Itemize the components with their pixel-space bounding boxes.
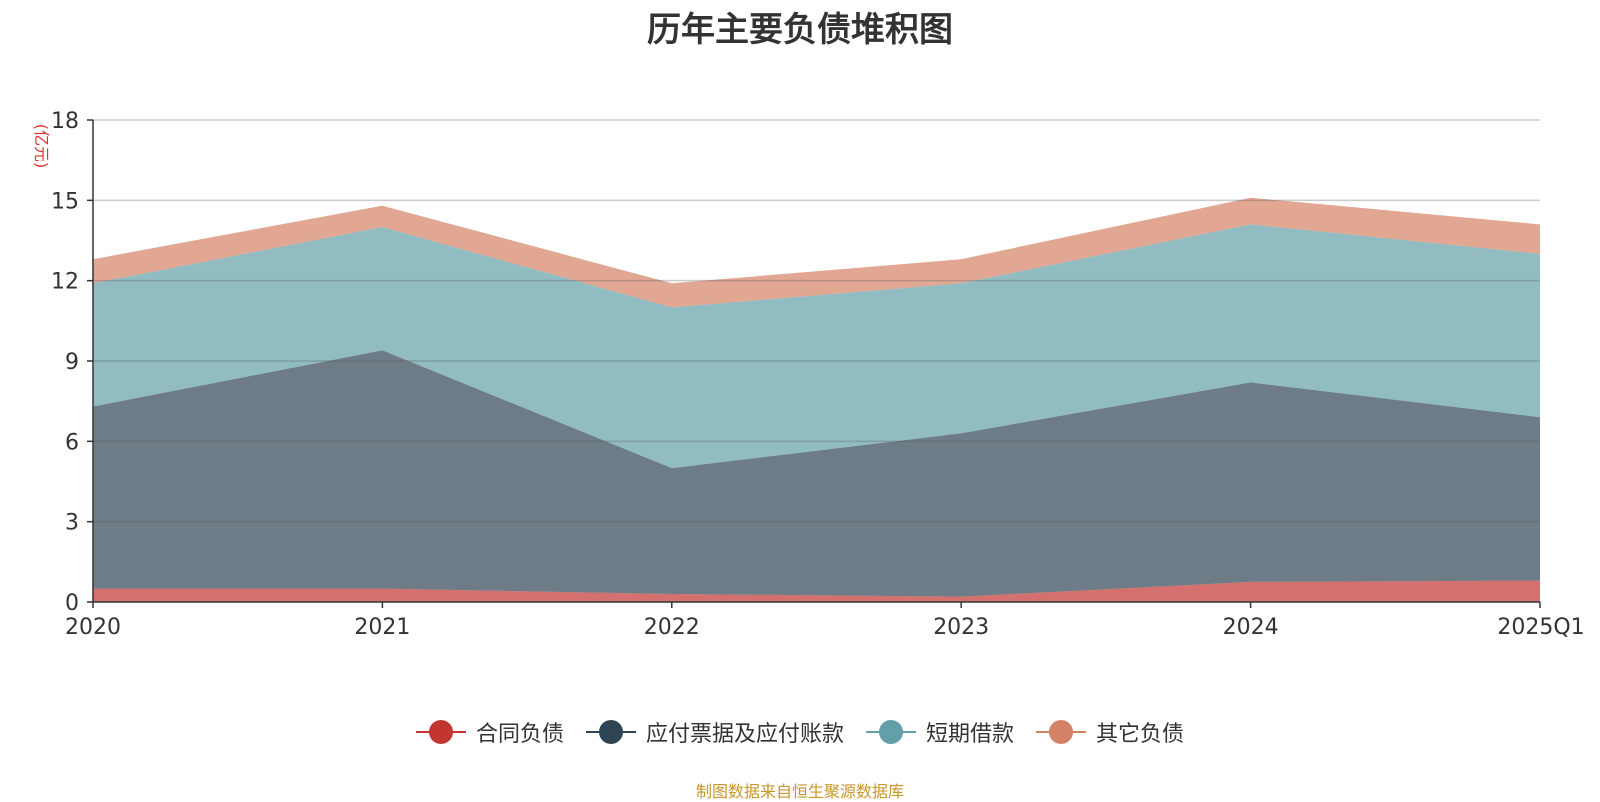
legend-marker-icon <box>866 720 916 744</box>
area-series-4 <box>93 197 1540 308</box>
area-series-3 <box>93 224 1540 469</box>
chart-title: 历年主要负债堆积图 <box>647 10 953 50</box>
area-series-1 <box>93 580 1540 602</box>
y-tick-label: 12 <box>51 270 79 295</box>
x-tick-label: 2023 <box>933 615 989 640</box>
legend-label: 应付票据及应付账款 <box>645 722 844 747</box>
x-tick-label: 2021 <box>354 615 410 640</box>
x-tick-label: 2022 <box>644 615 700 640</box>
chart-legend: 合同负债 应付票据及应付账款 短期借款 其它负债 <box>0 716 1600 748</box>
legend-label: 其它负债 <box>1096 722 1185 747</box>
x-tick-label: 2020 <box>65 615 121 640</box>
legend-item[interactable]: 短期借款 <box>866 716 1014 748</box>
y-axis-unit-label: (亿元) <box>32 124 51 169</box>
y-tick-label: 0 <box>65 591 79 616</box>
area-series-2 <box>93 350 1540 597</box>
y-tick-label: 6 <box>65 430 79 455</box>
source-note: 制图数据来自恒生聚源数据库 <box>695 782 904 801</box>
y-tick-label: 15 <box>51 189 79 214</box>
stacked-area-chart: 0 3 6 9 12 15 18 2020 2021 2022 2023 2024 2025Q1 (亿元) <box>32 109 1585 640</box>
y-tick-label: 18 <box>51 109 79 134</box>
y-tick-label: 3 <box>65 511 79 536</box>
legend-marker-icon <box>585 720 636 744</box>
legend-item[interactable]: 合同负债 <box>415 716 564 748</box>
legend-label: 短期借款 <box>926 722 1015 747</box>
legend-label: 合同负债 <box>475 722 564 747</box>
x-tick-label: 2024 <box>1223 615 1279 640</box>
y-tick-label: 9 <box>65 350 79 375</box>
legend-item[interactable]: 应付票据及应付账款 <box>585 716 844 748</box>
x-tick-label: 2025Q1 <box>1497 615 1584 640</box>
legend-item[interactable]: 其它负债 <box>1036 716 1184 748</box>
legend-marker-icon <box>415 720 466 744</box>
legend-marker-icon <box>1036 720 1087 744</box>
